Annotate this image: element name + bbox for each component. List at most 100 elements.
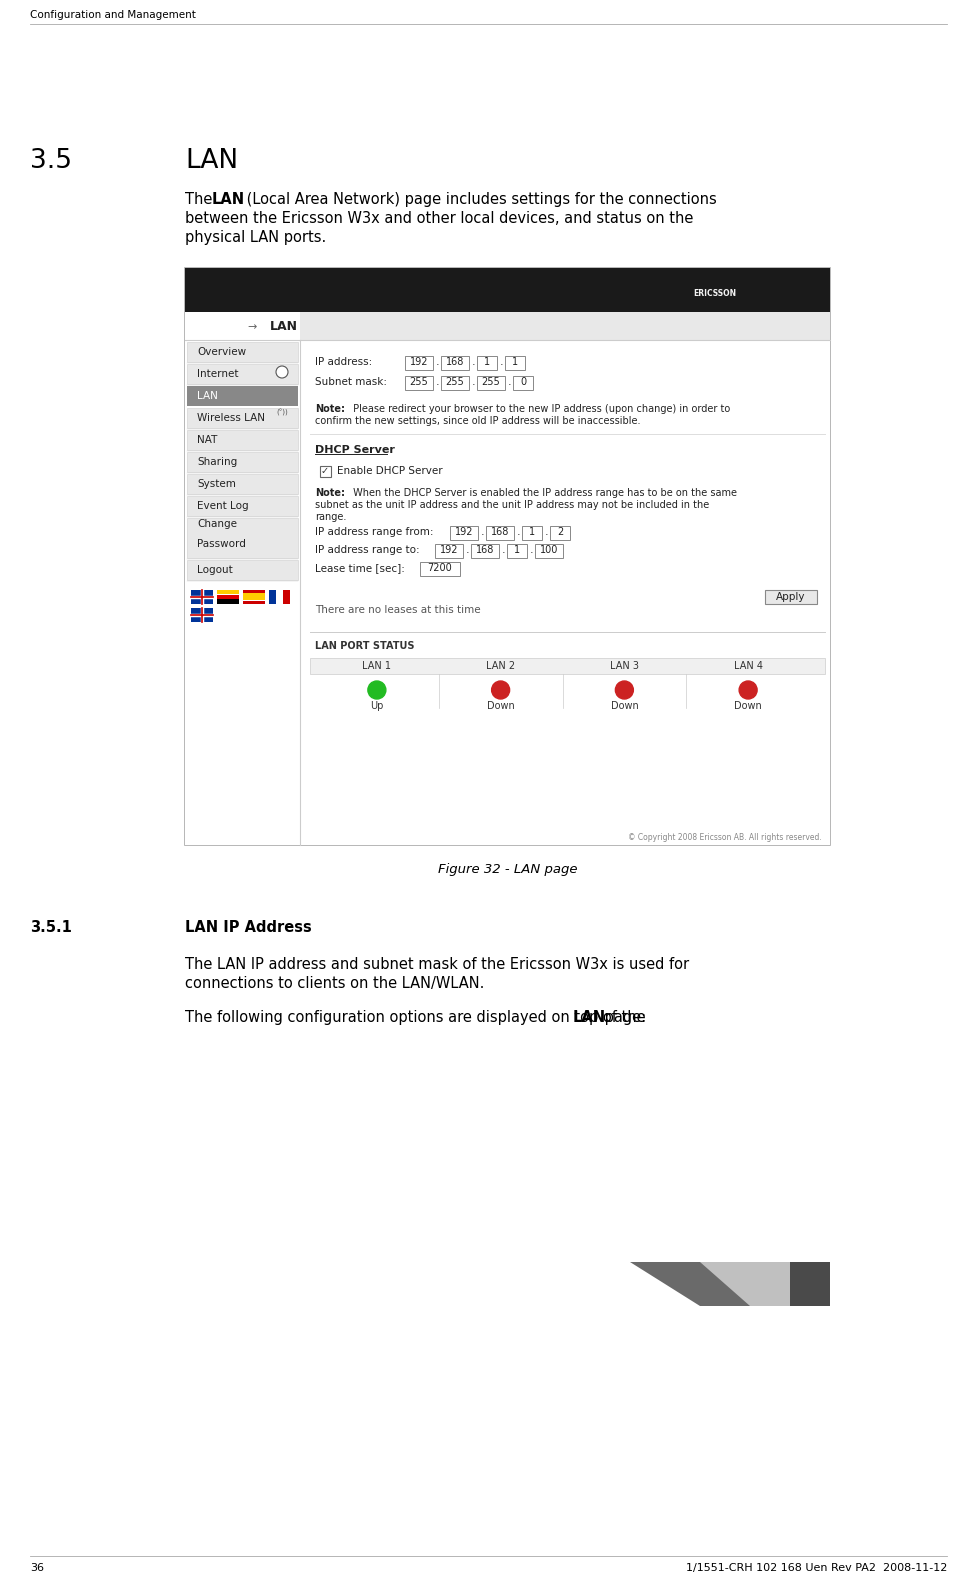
Text: LAN 1: LAN 1: [362, 661, 392, 671]
Text: LAN: LAN: [197, 390, 218, 401]
Text: 192: 192: [454, 527, 473, 537]
Text: The LAN IP address and subnet mask of the Ericsson W3x is used for: The LAN IP address and subnet mask of th…: [185, 957, 689, 973]
Text: 1: 1: [529, 527, 535, 537]
Text: 255: 255: [482, 378, 500, 387]
Text: .: .: [481, 527, 485, 537]
Text: Logout: Logout: [197, 565, 233, 575]
Bar: [405, 376, 433, 390]
Circle shape: [368, 682, 386, 699]
Text: © Copyright 2008 Ericsson AB. All rights reserved.: © Copyright 2008 Ericsson AB. All rights…: [628, 833, 822, 842]
Text: .: .: [500, 357, 503, 367]
Bar: [269, 590, 291, 604]
Text: subnet as the unit IP address and the unit IP address may not be included in the: subnet as the unit IP address and the un…: [315, 501, 709, 510]
Bar: [435, 545, 463, 559]
Text: 2: 2: [557, 527, 563, 537]
Text: NAT: NAT: [197, 434, 217, 445]
Text: 3.5.1: 3.5.1: [30, 919, 72, 935]
Text: The following configuration options are displayed on top of the: The following configuration options are …: [185, 1011, 651, 1025]
Text: .: .: [502, 545, 506, 556]
Bar: [191, 590, 213, 604]
Text: 1: 1: [484, 357, 490, 367]
Bar: [405, 356, 433, 370]
Bar: [522, 526, 542, 540]
Text: LAN 3: LAN 3: [610, 661, 639, 671]
Text: The: The: [185, 192, 217, 208]
Text: (Local Area Network) page includes settings for the connections: (Local Area Network) page includes setti…: [242, 192, 717, 208]
Text: LAN 2: LAN 2: [487, 661, 515, 671]
Text: 168: 168: [476, 545, 494, 556]
Text: .: .: [545, 527, 549, 537]
Text: Down: Down: [611, 700, 638, 711]
Text: LAN PORT STATUS: LAN PORT STATUS: [315, 641, 414, 652]
Bar: [550, 526, 570, 540]
Bar: [243, 593, 265, 600]
Text: 192: 192: [409, 357, 428, 367]
Circle shape: [276, 367, 288, 378]
Text: ERICSSON: ERICSSON: [694, 288, 737, 297]
Text: IP address:: IP address:: [315, 357, 372, 367]
Text: Sharing: Sharing: [197, 456, 237, 467]
Bar: [243, 601, 265, 604]
Bar: [187, 408, 298, 428]
Text: .: .: [436, 378, 440, 387]
Text: .: .: [472, 378, 476, 387]
Bar: [477, 376, 505, 390]
Text: IP address range to:: IP address range to:: [315, 545, 420, 556]
Bar: [310, 658, 825, 674]
Text: page:: page:: [600, 1011, 647, 1025]
Text: IP address range from:: IP address range from:: [315, 527, 434, 537]
Bar: [187, 430, 298, 450]
Bar: [187, 364, 298, 384]
Bar: [477, 356, 497, 370]
Text: Configuration and Management: Configuration and Management: [30, 9, 195, 20]
Text: LAN 4: LAN 4: [734, 661, 763, 671]
Bar: [185, 312, 830, 340]
Text: LAN: LAN: [270, 321, 298, 334]
Text: 1: 1: [514, 545, 520, 556]
Bar: [217, 595, 239, 600]
Bar: [187, 474, 298, 494]
Bar: [765, 590, 817, 604]
Text: When the DHCP Server is enabled the IP address range has to be on the same: When the DHCP Server is enabled the IP a…: [350, 488, 737, 497]
Text: Wireless LAN: Wireless LAN: [197, 412, 265, 423]
Text: connections to clients on the LAN/WLAN.: connections to clients on the LAN/WLAN.: [185, 976, 485, 992]
Text: 100: 100: [540, 545, 558, 556]
Text: 36: 36: [30, 1563, 44, 1572]
Text: 7200: 7200: [428, 563, 452, 573]
Text: Change: Change: [197, 519, 237, 529]
Text: .: .: [517, 527, 521, 537]
Text: Up: Up: [370, 700, 384, 711]
Text: range.: range.: [315, 512, 347, 523]
Text: Figure 32 - LAN page: Figure 32 - LAN page: [438, 863, 577, 877]
Bar: [191, 608, 213, 622]
Text: Note:: Note:: [315, 405, 345, 414]
Bar: [486, 526, 514, 540]
Text: 168: 168: [446, 357, 464, 367]
Text: 255: 255: [409, 378, 428, 387]
Text: confirm the new settings, since old IP address will be inaccessible.: confirm the new settings, since old IP a…: [315, 416, 641, 427]
Text: LAN: LAN: [212, 192, 245, 208]
Text: LAN: LAN: [185, 148, 238, 175]
Bar: [283, 590, 290, 604]
Bar: [217, 600, 239, 604]
Text: between the Ericsson W3x and other local devices, and status on the: between the Ericsson W3x and other local…: [185, 211, 694, 227]
Bar: [441, 376, 469, 390]
Text: .: .: [436, 357, 440, 367]
Bar: [535, 545, 563, 559]
Text: 255: 255: [446, 378, 464, 387]
Polygon shape: [630, 1262, 830, 1306]
Bar: [505, 356, 525, 370]
Text: Internet: Internet: [197, 368, 238, 379]
Bar: [450, 526, 478, 540]
Text: Password: Password: [197, 538, 246, 549]
Circle shape: [491, 682, 510, 699]
Bar: [187, 452, 298, 472]
Bar: [185, 312, 830, 845]
Bar: [185, 268, 830, 312]
Text: (°)): (°)): [276, 408, 288, 416]
Text: Down: Down: [735, 700, 762, 711]
Text: .: .: [472, 357, 476, 367]
Text: →: →: [247, 323, 257, 332]
Text: .: .: [466, 545, 470, 556]
Text: physical LAN ports.: physical LAN ports.: [185, 230, 326, 246]
